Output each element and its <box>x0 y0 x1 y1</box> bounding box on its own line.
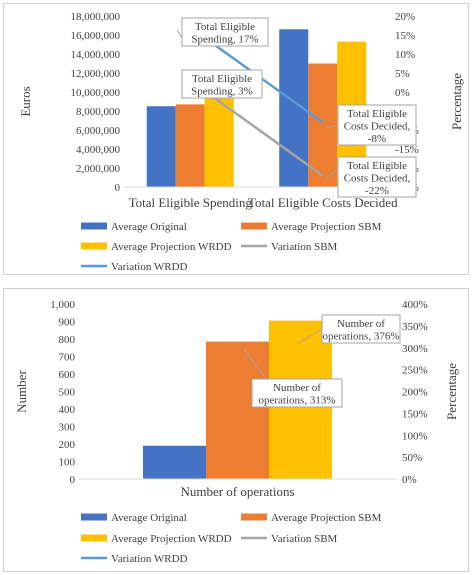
callout-label: Total Eligible <box>192 73 252 85</box>
callout-label: operations, 313% <box>259 395 336 407</box>
callout-box <box>181 17 269 47</box>
callout-label: -22% <box>365 185 389 197</box>
y-tick-label: 4,000,000 <box>76 144 121 156</box>
y2-tick-label: 350% <box>402 321 428 333</box>
callout-box <box>337 156 417 198</box>
y-tick-label: 8,000,000 <box>76 106 121 118</box>
callout-label: -8% <box>368 133 386 145</box>
bar-average-projection-sbm-number-of-operations <box>206 341 269 479</box>
callout-label: Total Eligible <box>347 108 407 120</box>
legend-swatch-average-projection-sbm <box>241 513 267 521</box>
chart-panel-eligible-costs: 18,000,000 16,000,000 14,000,000 12,000,000… <box>3 3 469 275</box>
y-axis-title: Euros <box>18 86 33 116</box>
callout-label: Total Eligible <box>195 21 255 33</box>
y-tick-label: 200 <box>59 439 76 451</box>
callout-label: Costs Decided, <box>344 121 411 133</box>
legend-swatch-average-original <box>81 222 107 230</box>
callout-label: Number of <box>273 382 321 394</box>
legend-label-variation-sbm: Variation SBM <box>271 241 338 253</box>
y2-tick-label: 10% <box>395 49 415 61</box>
legend-swatch-average-projection-sbm <box>241 222 267 230</box>
legend-label-variation-wrdd: Variation WRDD <box>111 261 188 273</box>
y-tick-label: 2,000,000 <box>76 163 121 175</box>
y-tick-label: 14,000,000 <box>71 49 121 61</box>
y-tick-label: 16,000,000 <box>71 30 121 42</box>
y-tick-label: 900 <box>59 317 76 329</box>
y2-tick-label: 0% <box>395 87 410 99</box>
legend-label-average-projection-sbm: Average Projection SBM <box>271 221 382 233</box>
y-tick-label: 400 <box>59 404 76 416</box>
callout-leader <box>325 168 339 179</box>
category-label: Total Eligible Spending <box>129 195 253 210</box>
callout-label: Spending, 3% <box>191 86 253 98</box>
y2-tick-label: 5% <box>395 68 410 80</box>
chart-eligible-costs: 18,000,000 16,000,000 14,000,000 12,000,000… <box>18 11 464 273</box>
y2-axis-title: Percentage <box>449 73 464 130</box>
y-tick-label: 18,000,000 <box>71 11 121 23</box>
callout-box <box>251 378 343 408</box>
callout-leader <box>243 348 267 380</box>
y2-tick-label: 50% <box>402 452 422 464</box>
category-label: Number of operations <box>180 484 294 499</box>
callout-label: operations, 376% <box>323 331 400 343</box>
y-tick-label: 1,000 <box>50 299 75 311</box>
y2-tick-label: 20% <box>395 11 415 23</box>
y2-tick-label: 400% <box>402 299 428 311</box>
chart-panel-number-of-operations: 1,000 900 800 700 600 500 400 300 200 100 0 400% 350… <box>3 288 469 572</box>
callout-label: Number of <box>337 318 385 330</box>
callout-leader <box>296 328 323 345</box>
legend-swatch-average-projection-wrdd <box>81 534 107 542</box>
legend-label-average-original: Average Original <box>111 221 187 233</box>
legend-label-average-projection-wrdd: Average Projection WRDD <box>111 241 232 253</box>
y2-tick-label: 200% <box>402 387 428 399</box>
y2-tick-label: 250% <box>402 365 428 377</box>
callout-box <box>181 69 263 99</box>
y-tick-label: 500 <box>59 387 76 399</box>
callout-label: Total Eligible <box>347 160 407 172</box>
y-tick-label: 700 <box>59 352 76 364</box>
callout-box <box>337 104 417 146</box>
y2-tick-label: 0% <box>402 474 417 486</box>
y-tick-label: 0 <box>115 182 121 194</box>
category-label: Total Eligible Costs Decided <box>248 195 398 210</box>
y2-tick-label: 15% <box>395 30 415 42</box>
bar-average-projection-sbm-total-eligible-costs-decided <box>308 63 338 187</box>
callout-leader <box>325 124 339 129</box>
y2-tick-label: 150% <box>402 408 428 420</box>
y-tick-label: 10,000,000 <box>71 87 121 99</box>
bar-average-original-total-eligible-spending <box>146 106 176 187</box>
y2-tick-label: 100% <box>402 430 428 442</box>
y-tick-label: 100 <box>59 457 76 469</box>
y-tick-label: 800 <box>59 334 76 346</box>
chart-number-of-operations: 1,000 900 800 700 600 500 400 300 200 100 0 400% 350… <box>14 299 459 565</box>
y-axis-title: Number <box>14 370 29 413</box>
y-tick-label: 300 <box>59 422 76 434</box>
y2-tick-label: 300% <box>402 343 428 355</box>
callout-label: Costs Decided, <box>344 173 411 185</box>
y-tick-label: 0 <box>70 474 76 486</box>
y-tick-label: 600 <box>59 369 76 381</box>
legend-label-variation-wrdd: Variation WRDD <box>111 553 188 565</box>
legend-swatch-average-original <box>81 513 107 521</box>
legend-label-variation-sbm: Variation SBM <box>271 533 338 545</box>
legend-label-average-original: Average Original <box>111 512 187 524</box>
callout-box <box>321 314 401 344</box>
y2-tick-label: -15% <box>395 144 419 156</box>
bar-average-original-number-of-operations <box>143 445 206 479</box>
legend-label-average-projection-wrdd: Average Projection WRDD <box>111 533 232 545</box>
legend-label-average-projection-sbm: Average Projection SBM <box>271 512 382 524</box>
callout-label: Spending, 17% <box>191 34 258 46</box>
bar-average-projection-sbm-total-eligible-spending <box>175 104 205 187</box>
bar-average-projection-wrdd-total-eligible-spending <box>204 96 234 187</box>
y2-axis-title: Percentage <box>444 363 459 420</box>
y-tick-label: 12,000,000 <box>71 68 121 80</box>
legend-swatch-average-projection-wrdd <box>81 242 107 250</box>
y-tick-label: 6,000,000 <box>76 125 121 137</box>
